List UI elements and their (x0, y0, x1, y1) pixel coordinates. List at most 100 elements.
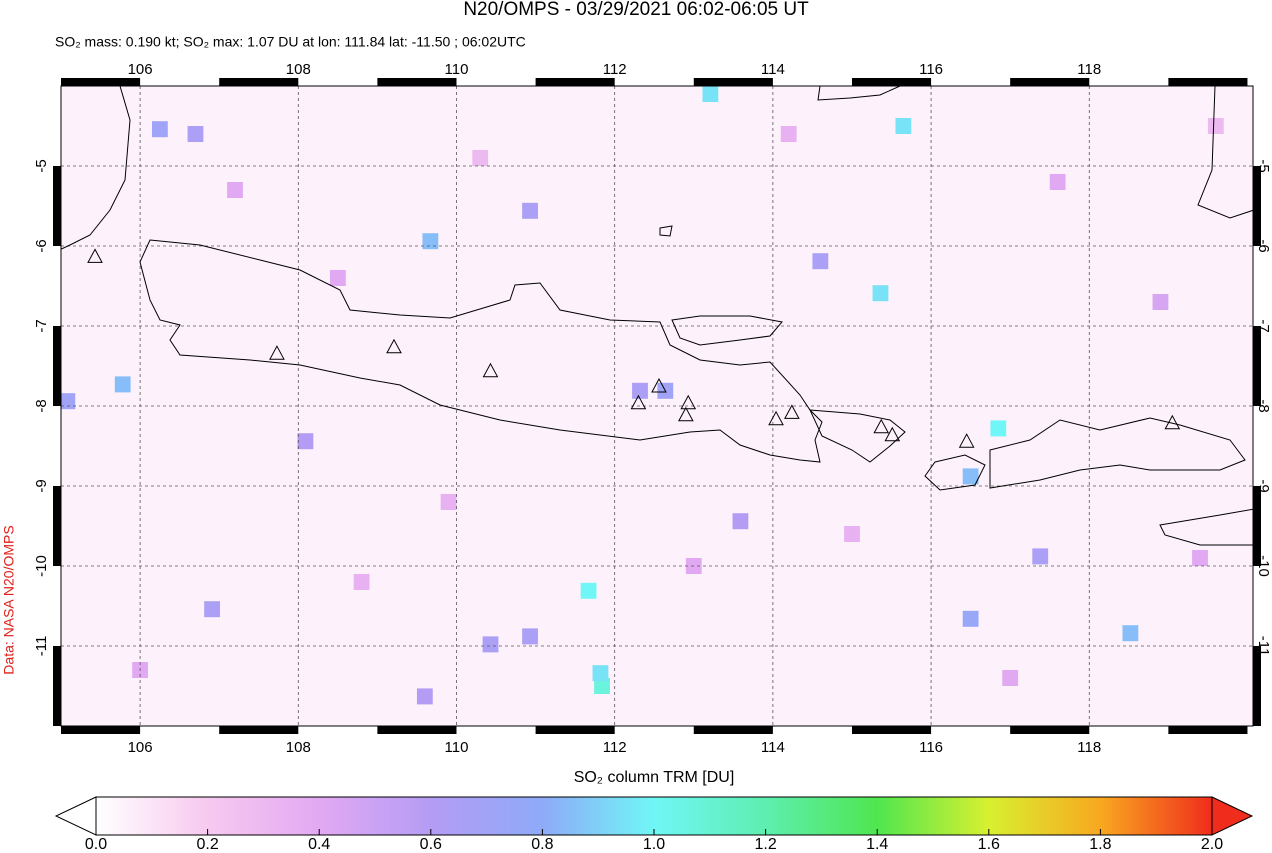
x-tick-label-top: 112 (603, 61, 627, 78)
subtitle: SO₂ mass: 0.190 kt; SO₂ max: 1.07 DU at … (55, 34, 526, 50)
so2-pixel (844, 526, 860, 542)
frame-bar (61, 78, 141, 86)
y-tick-label-left: -8 (33, 399, 50, 412)
coast-lombok (924, 454, 986, 491)
frame-bar (1253, 166, 1261, 246)
colorbar-tick-label: 0.4 (308, 836, 330, 853)
coast-sulawesi (1197, 86, 1253, 219)
volcano (386, 338, 402, 354)
frame-bar (1010, 726, 1090, 734)
frame-bar (53, 326, 61, 406)
so2-pixel (1049, 174, 1066, 190)
volcano (768, 410, 784, 426)
x-tick-label-bottom: 106 (128, 739, 153, 756)
so2-pixel (1122, 625, 1139, 642)
colorbar-over-arrow (1211, 796, 1254, 836)
volcano (630, 394, 647, 410)
so2-pixel (297, 433, 314, 450)
volcano (651, 377, 667, 393)
colorbar-tick-label: 0.2 (196, 836, 218, 853)
volcano (482, 362, 499, 378)
frame-bar (851, 78, 932, 86)
y-tick-label-left: -10 (33, 555, 50, 577)
colorbar-tick-label: 1.2 (754, 836, 776, 853)
so2-pixel (416, 688, 433, 705)
volcano (958, 433, 975, 448)
frame-bar (1168, 78, 1248, 86)
x-tick-label-top: 110 (445, 61, 469, 78)
volcano (784, 404, 800, 419)
so2-pixel (1002, 670, 1019, 686)
volcano-layer (87, 248, 1181, 448)
colorbar-label: SO₂ column TRM [DU] (574, 769, 735, 786)
credit: Data: NASA N20/OMPS (1, 525, 17, 674)
volcano (680, 394, 697, 410)
frame-bar (53, 486, 61, 566)
coast-madura (671, 315, 783, 346)
frame-bar (1253, 486, 1261, 566)
so2-pixel (780, 126, 797, 142)
volcano (884, 426, 901, 442)
so2-pixel (114, 376, 131, 393)
colorbar-tick-label: 1.6 (978, 836, 1000, 853)
colorbar (95, 796, 1213, 836)
so2-pixel (990, 420, 1007, 437)
frame-bar (1253, 646, 1261, 726)
so2-pixel (227, 182, 243, 198)
x-tick-label-top: 108 (286, 61, 311, 78)
x-tick-label-bottom: 118 (1077, 739, 1101, 756)
y-tick-label-left: -7 (33, 319, 50, 332)
frame-bar (377, 78, 457, 86)
so2-pixel (522, 628, 538, 645)
frame-bar (1010, 78, 1090, 86)
colorbar-tick-label: 0.6 (420, 836, 442, 853)
colorbar-tick-label: 0.0 (85, 836, 107, 853)
volcano (873, 418, 890, 434)
so2-pixel (329, 270, 346, 286)
frame-bar (219, 726, 299, 734)
so2-pixel (440, 494, 457, 510)
so2-pixel (422, 233, 439, 250)
so2-pixel (472, 150, 489, 166)
frame-bar (377, 726, 457, 734)
so2-pixel (1192, 550, 1208, 566)
coast-sumba (1159, 508, 1253, 546)
so2-pixel (732, 513, 749, 530)
so2-pixel (353, 574, 370, 590)
so2-pixel (632, 382, 648, 399)
so2-pixel (962, 610, 979, 627)
x-tick-label-bottom: 112 (603, 739, 627, 756)
x-tick-label-bottom: 114 (761, 739, 785, 756)
frame-bars (53, 78, 1261, 734)
so2-pixel (1032, 548, 1049, 565)
volcano (678, 406, 694, 422)
so2-pixel (580, 582, 597, 599)
coast-sumatra (61, 86, 131, 250)
y-tick-label-left: -9 (33, 479, 50, 492)
colorbar-ticks: 0.0 0.2 0.4 0.6 0.8 1.0 1.2 1.4 1.6 1.8 2.0 (85, 829, 1223, 853)
so2-pixel (151, 121, 168, 138)
frame-bar (535, 78, 615, 86)
colorbar-tick-label: 2.0 (1201, 836, 1223, 853)
coast-bali (809, 409, 906, 463)
x-tick-label-top: 114 (761, 61, 785, 78)
coast-java (139, 239, 823, 463)
grid: 106 106 108 108 110 110 112 112 114 114 116 116 118 1… (33, 61, 1272, 756)
y-tick-label-left: -5 (33, 159, 50, 172)
y-tick-label-left: -6 (33, 239, 50, 252)
title: N20/OMPS - 03/29/2021 06:02-06:05 UT (463, 0, 809, 20)
so2-pixel (962, 468, 979, 485)
frame-bar (535, 726, 615, 734)
so2-pixel (592, 665, 609, 682)
colorbar-under-arrow (54, 796, 97, 836)
colorbar-tick-label: 1.0 (643, 836, 665, 853)
so2-pixel (61, 393, 76, 410)
frame-bar (61, 726, 141, 734)
coast-borneo (817, 86, 901, 101)
so2-pixel (482, 636, 499, 653)
frame-bar (53, 646, 61, 726)
so2-pixel (594, 678, 610, 694)
x-tick-label-bottom: 108 (286, 739, 311, 756)
x-tick-label-top: 118 (1077, 61, 1101, 78)
volcano (269, 345, 285, 360)
